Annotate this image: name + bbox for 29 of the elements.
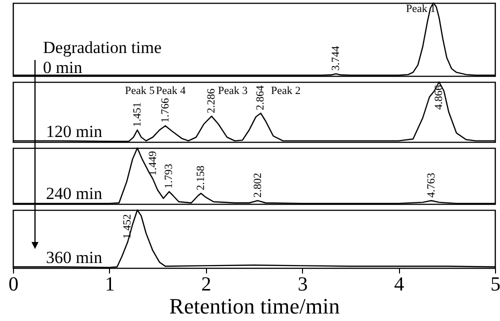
- annotation: Peak 4: [156, 85, 186, 97]
- annotation: 1.449: [146, 150, 159, 176]
- annotation: 1.451: [131, 102, 144, 127]
- annotation: 1.793: [163, 163, 176, 189]
- annotation: 2.158: [194, 165, 207, 190]
- annotation: 1.452: [122, 214, 134, 239]
- x-tick-label: 4: [394, 274, 404, 296]
- annotation: 2.802: [252, 172, 264, 198]
- annotation: 240 min: [46, 184, 103, 203]
- x-tick-label: 0: [8, 274, 18, 296]
- annotation: 1.766: [159, 98, 172, 123]
- annotation: Degradation time: [43, 38, 162, 57]
- annotation: Peak 3: [218, 85, 248, 97]
- annotation: 4.866: [433, 84, 446, 110]
- x-tick-label: 2: [201, 274, 212, 296]
- annotation: 2.864: [254, 84, 267, 110]
- annotation: Peak 1: [406, 3, 436, 15]
- x-tick-label: 1: [104, 274, 115, 296]
- x-tick-label: 5: [490, 274, 500, 296]
- annotation: Peak 2: [271, 85, 301, 97]
- annotation: 0 min: [43, 58, 83, 77]
- annotation: Peak 5: [125, 85, 156, 97]
- annotation: 360 min: [46, 248, 103, 267]
- annotation: 2.286: [206, 88, 218, 114]
- annotation: 4.763: [425, 172, 438, 198]
- x-axis-title: Retention time/min: [169, 294, 340, 318]
- annotation: 120 min: [46, 122, 103, 141]
- x-tick-label: 3: [298, 274, 308, 296]
- annotation: 3.744: [330, 46, 342, 71]
